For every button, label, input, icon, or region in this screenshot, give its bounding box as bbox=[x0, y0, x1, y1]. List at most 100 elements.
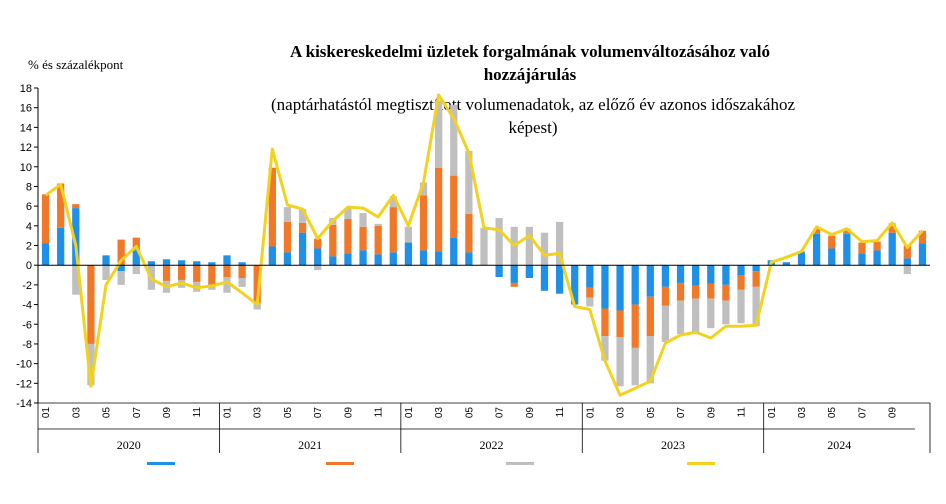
bar-blue bbox=[918, 243, 927, 266]
bar-blue bbox=[72, 208, 80, 266]
bar-gray bbox=[646, 336, 654, 384]
bar-gray bbox=[72, 265, 80, 295]
bar-gray bbox=[555, 221, 564, 266]
bar-orange bbox=[208, 265, 216, 285]
bar-orange bbox=[419, 195, 428, 251]
bar-blue bbox=[903, 258, 911, 266]
bar-blue bbox=[797, 252, 806, 266]
chart-subtitle-line1: (naptárhatástól megtisztított volumenada… bbox=[271, 95, 795, 114]
x-month-label: 01 bbox=[585, 407, 596, 419]
bar-gray bbox=[495, 217, 503, 266]
x-month-label: 01 bbox=[41, 407, 52, 419]
bar-blue bbox=[329, 256, 337, 266]
bar-orange bbox=[843, 228, 851, 234]
bar-gray bbox=[238, 277, 246, 287]
bar-blue bbox=[737, 265, 745, 276]
bar-orange bbox=[465, 214, 473, 253]
legend-swatch-total bbox=[687, 462, 715, 465]
bar-orange bbox=[828, 235, 836, 249]
chart-title-line1: A kiskereskedelmi üzletek forgalmának vo… bbox=[290, 42, 770, 61]
bar-blue bbox=[646, 265, 654, 297]
bar-blue bbox=[268, 246, 276, 266]
bar-orange bbox=[707, 283, 715, 299]
chart-title-line2: hozzájárulás bbox=[484, 65, 577, 84]
bar-orange bbox=[359, 226, 367, 251]
bar-blue bbox=[132, 250, 140, 266]
x-month-label: 03 bbox=[71, 407, 82, 419]
legend-swatch-gray bbox=[506, 462, 534, 465]
bar-orange bbox=[193, 265, 201, 282]
bar-gray bbox=[540, 232, 549, 266]
bar-blue bbox=[102, 255, 110, 266]
bar-blue bbox=[676, 265, 685, 283]
legend-swatch-blue bbox=[147, 462, 175, 465]
bar-blue bbox=[495, 265, 503, 277]
y-tick-label: 18 bbox=[20, 83, 32, 95]
bar-gray bbox=[903, 265, 911, 275]
bar-blue bbox=[283, 252, 292, 266]
y-tick-label: 16 bbox=[20, 103, 32, 115]
bar-gray bbox=[314, 265, 322, 271]
bar-blue bbox=[404, 242, 413, 266]
bar-gray bbox=[692, 298, 700, 335]
bar-gray bbox=[117, 271, 125, 285]
bar-blue bbox=[555, 265, 564, 294]
y-tick-label: -4 bbox=[22, 300, 32, 312]
y-tick-label: -14 bbox=[16, 398, 32, 410]
x-month-label: 07 bbox=[313, 407, 324, 419]
bar-blue bbox=[661, 265, 670, 287]
bar-orange bbox=[676, 282, 685, 301]
bar-orange bbox=[873, 241, 881, 251]
x-month-label: 07 bbox=[132, 407, 143, 419]
bar-orange bbox=[132, 237, 140, 251]
bar-gray bbox=[389, 196, 397, 208]
x-month-label: 03 bbox=[434, 407, 445, 419]
x-month-label: 03 bbox=[616, 407, 627, 419]
x-year-label: 2023 bbox=[661, 438, 685, 452]
bar-orange bbox=[601, 308, 609, 337]
x-month-label: 01 bbox=[404, 407, 415, 419]
bar-blue bbox=[57, 227, 65, 266]
bar-gray bbox=[223, 277, 231, 293]
bar-orange bbox=[329, 224, 337, 257]
bar-blue bbox=[586, 265, 594, 288]
y-tick-label: 12 bbox=[20, 142, 32, 154]
x-month-label: 09 bbox=[706, 407, 717, 419]
bar-orange bbox=[450, 175, 458, 238]
bar-blue bbox=[692, 265, 700, 286]
bar-gray bbox=[676, 300, 685, 335]
x-month-label: 01 bbox=[222, 407, 233, 419]
chart-subtitle-line2: képest) bbox=[508, 118, 557, 137]
bar-blue bbox=[389, 252, 397, 266]
bar-orange bbox=[117, 239, 125, 266]
bar-blue bbox=[162, 259, 171, 266]
bar-orange bbox=[435, 167, 443, 252]
bar-orange bbox=[737, 275, 745, 290]
bar-orange bbox=[72, 204, 80, 209]
bar-orange bbox=[389, 207, 397, 253]
y-tick-label: 8 bbox=[26, 181, 32, 193]
x-month-label: 07 bbox=[495, 407, 506, 419]
bar-blue bbox=[435, 251, 443, 266]
bar-blue bbox=[359, 250, 367, 266]
bar-gray bbox=[661, 305, 670, 342]
bar-orange bbox=[314, 238, 322, 249]
bar-orange bbox=[510, 282, 518, 287]
bar-blue bbox=[419, 250, 428, 266]
x-year-label: 2021 bbox=[298, 438, 322, 452]
bar-orange bbox=[631, 304, 639, 348]
x-month-label: 11 bbox=[737, 407, 748, 418]
bar-gray bbox=[419, 182, 428, 196]
bar-orange bbox=[298, 222, 307, 233]
plot-area: -14 -12 -10 -8 -6 -4 -2 0 2 4 6 8 10 12 14 16 18 01 03 05 07… bbox=[16, 83, 931, 453]
x-month-label: 07 bbox=[676, 407, 687, 419]
bar-blue bbox=[147, 261, 156, 266]
x-month-label: 05 bbox=[464, 407, 475, 419]
bar-blue bbox=[782, 262, 791, 266]
x-month-label: 09 bbox=[888, 407, 899, 419]
y-tick-label: -2 bbox=[22, 280, 32, 292]
bar-gray bbox=[87, 343, 95, 386]
bar-blue bbox=[843, 233, 851, 266]
bar-gray bbox=[404, 226, 413, 243]
bar-orange bbox=[268, 167, 276, 247]
